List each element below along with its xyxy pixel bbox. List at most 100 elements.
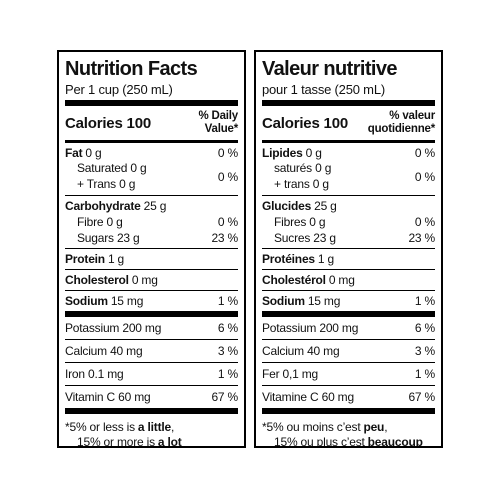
rule [65,385,238,386]
footnote-bold: beaucoup [367,435,423,448]
rule [65,362,238,363]
daily-value: 0 % [217,215,238,229]
layout-box: saturés 0 g [274,161,331,177]
nutrient-name: Sodium [262,294,305,308]
rule [262,408,435,414]
footnote-text: *5% ou moins c’est [262,420,361,434]
layout-box: saturés 0 g + trans 0 g 0 % [262,161,435,193]
layout-box: Saturated 0 g [77,161,147,177]
fat-group: Fat 0 g 0 % Saturated 0 g + Trans 0 g 0 % [65,143,238,195]
footnote-bold: a little [137,420,171,434]
nutrient: Potassium 200 mg [65,321,162,335]
nutrient-amount: 0 mg [328,273,355,287]
rule [65,100,238,106]
serving-size: Per 1 cup (250 mL) [65,82,173,97]
nutrient-row: Iron 0.1 mg 1 % [65,363,238,385]
panel-title: Valeur nutritive [262,58,398,80]
layout-box: Fat 0 g 0 % [65,145,238,161]
carb-group: Glucides 25 g Fibres 0 g 0 % Sucres 23 g 23… [262,196,435,248]
layout-box: Protein 1 g [65,249,238,269]
layout-box: Sodium 15 mg 1 % [65,291,238,311]
nutrition-panel: Valeur nutritive pour 1 tasse (250 mL) C… [254,50,443,448]
layout-box: *5% ou moins c’est peu, [262,420,435,435]
daily-value: 3 % [414,344,435,358]
rule [262,269,435,270]
daily-value: 0 % [414,215,435,229]
daily-value: 0 % [217,146,238,160]
layout-box: Sucres 23 g 23 % [262,230,435,246]
sub-nutrient: + Trans 0 g [77,177,136,191]
nutrient-amount: 0 g [305,146,322,160]
daily-value: 6 % [414,321,435,335]
sub-nutrient: + trans 0 g [274,177,329,191]
rule [65,408,238,414]
nutrient-name: Protéines [262,252,315,266]
sub-nutrient: Fibres 0 g [274,215,326,229]
layout-box: Saturated 0 g + Trans 0 g 0 % [65,161,238,193]
sub-nutrient: saturés 0 g [274,161,332,175]
daily-value: 0 % [414,170,435,184]
rule [262,385,435,386]
dv-header-line: % valeur [389,110,435,122]
layout-box: Fibres 0 g 0 % [262,214,435,230]
layout-box: Lipides 0 g 0 % [262,145,435,161]
nutrient-row: Vitamine C 60 mg 67 % [262,386,435,408]
layout-box: Saturated 0 g + Trans 0 g [65,161,147,193]
nutrient-name: Protein [65,252,105,266]
layout-box: + trans 0 g [274,177,331,193]
nutrient-name: Cholesterol [65,273,129,287]
rule [65,339,238,340]
nutrient-amount: 25 g [314,199,337,213]
nutrition-panel: Nutrition Facts Per 1 cup (250 mL) Calor… [57,50,246,448]
rule [65,311,238,317]
daily-value: 0 % [217,170,238,184]
nutrient-amount: 0 g [85,146,102,160]
footnote-text: , [170,420,175,434]
layout-box: Sodium 15 mg 1 % [262,291,435,311]
sub-nutrient: Sucres 23 g [274,231,336,245]
panel-title: Nutrition Facts [65,58,198,80]
footnote: *5% or less is a little, 15% or more is a … [65,414,238,448]
daily-value: 3 % [217,344,238,358]
dv-header-line: Value* [204,123,239,135]
footnote: *5% ou moins c’est peu, 15% ou plus c’est… [262,414,435,448]
carb-group: Carbohydrate 25 g Fibre 0 g 0 % Sugars 23 … [65,196,238,248]
nutrient-name: Glucides [262,199,312,213]
dv-header: % valeur quotidienne* [368,110,435,136]
calories-row: Calories 100 % Daily Value* [65,106,238,140]
nutrient-name: Carbohydrate [65,199,141,213]
daily-value: 1 % [217,367,238,381]
rule [262,100,435,106]
dv-header: % Daily Value* [198,110,238,136]
nutrient-row: Calcium 40 mg 3 % [65,340,238,362]
daily-value: 1 % [414,294,435,308]
nutrient-amount: 15 mg [307,294,341,308]
nutrient-name: Sodium [65,294,108,308]
nutrient-name: Fat [65,146,83,160]
rule [65,269,238,270]
daily-value: 6 % [217,321,238,335]
footnote-bold: a lot [157,435,182,448]
nutrient: Vitamine C 60 mg [262,390,354,404]
nutrient-row: Calcium 40 mg 3 % [262,340,435,362]
rule [65,248,238,249]
nutrient: Vitamin C 60 mg [65,390,151,404]
sub-nutrient: Sugars 23 g [77,231,140,245]
rule [262,248,435,249]
nutrient-amount: 15 mg [110,294,144,308]
rule [262,140,435,143]
nutrient-row: Potassium 200 mg 6 % [65,317,238,339]
daily-value: 67 % [408,390,435,404]
layout-box: 15% or more is a lot [65,435,238,448]
layout-box: Glucides 25 g [262,198,435,214]
layout-box: Cholestérol 0 mg [262,270,435,290]
rule [65,290,238,291]
calories: Calories 100 [65,114,151,132]
calories-row: Calories 100 % valeur quotidienne* [262,106,435,140]
daily-value: 23 % [408,231,435,245]
footnote-text: , [384,420,388,434]
dv-header-line: % Daily [198,110,238,122]
sub-nutrient: Fibre 0 g [77,215,123,229]
layout-box: Carbohydrate 25 g [65,198,238,214]
